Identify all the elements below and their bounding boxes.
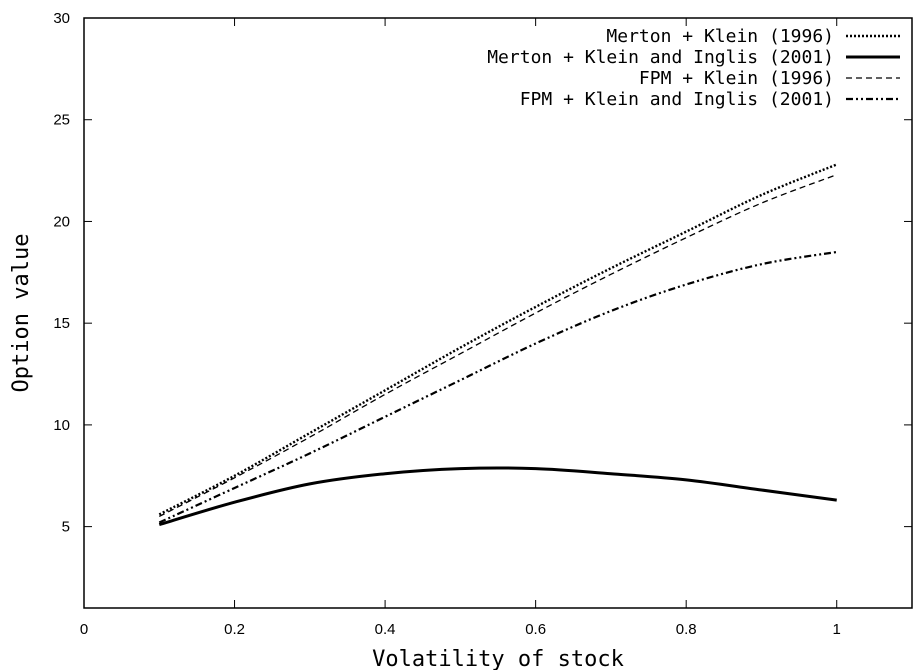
series-line-3 xyxy=(158,174,837,518)
x-axis: 0 0.2 0.4 0.6 0.8 1 xyxy=(80,18,841,638)
x-tick-label: 0 xyxy=(80,621,88,638)
series-line-2 xyxy=(158,466,837,527)
y-tick-label: 5 xyxy=(62,519,70,536)
series-line-4 xyxy=(158,250,837,524)
y-axis-title: Option value xyxy=(9,234,34,393)
x-tick-label: 0.4 xyxy=(375,621,396,638)
x-tick-label: 0.2 xyxy=(224,621,245,638)
y-tick-label: 10 xyxy=(53,417,70,434)
y-tick-label: 25 xyxy=(53,112,70,129)
series-line-1 xyxy=(158,163,838,516)
y-tick-label: 15 xyxy=(53,315,70,332)
plot-frame xyxy=(83,17,913,609)
y-tick-label: 20 xyxy=(53,213,70,230)
legend-label: Merton + Klein (1996) xyxy=(606,26,834,47)
legend: Merton + Klein (1996)Merton + Klein and … xyxy=(487,26,900,110)
legend-label: Merton + Klein and Inglis (2001) xyxy=(487,47,834,68)
y-axis: 5 10 15 20 25 30 xyxy=(53,10,912,536)
x-axis-title: Volatility of stock xyxy=(372,647,624,670)
series-layer xyxy=(158,163,838,527)
y-tick-label: 30 xyxy=(53,10,70,27)
legend-label: FPM + Klein (1996) xyxy=(639,68,834,89)
x-tick-label: 0.6 xyxy=(525,621,546,638)
x-tick-label: 1 xyxy=(833,621,841,638)
legend-label: FPM + Klein and Inglis (2001) xyxy=(520,89,834,110)
x-tick-label: 0.8 xyxy=(676,621,697,638)
